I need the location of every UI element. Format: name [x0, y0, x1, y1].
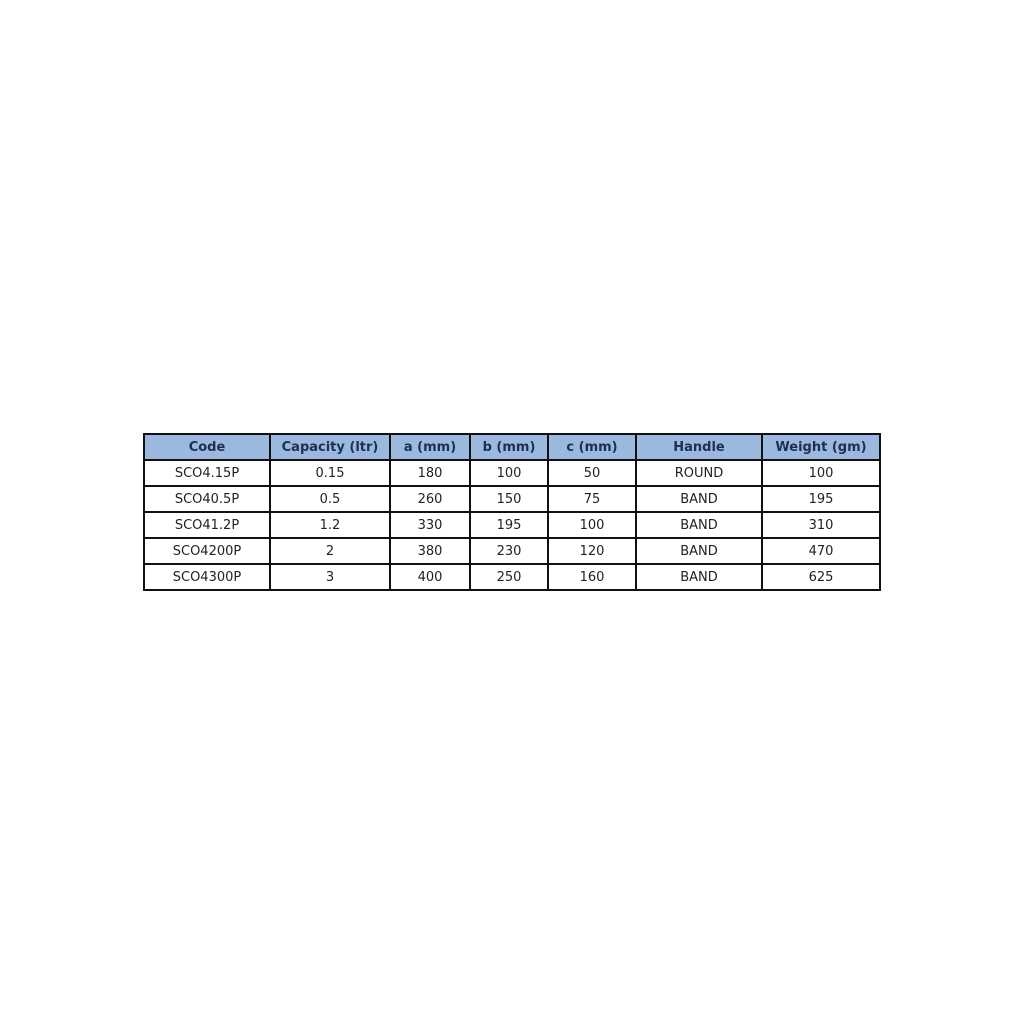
table-cell: 160: [547, 563, 637, 591]
column-header: Code: [143, 433, 271, 461]
table-cell: 1.2: [269, 511, 391, 539]
table-cell: 150: [469, 485, 549, 513]
table-cell: 195: [761, 485, 881, 513]
table-cell: 380: [389, 537, 471, 565]
table-cell: 100: [761, 459, 881, 487]
table-cell: 0.5: [269, 485, 391, 513]
table-cell: SCO40.5P: [143, 485, 271, 513]
table-cell: BAND: [635, 511, 763, 539]
table-cell: 470: [761, 537, 881, 565]
table-cell: 100: [547, 511, 637, 539]
table-cell: BAND: [635, 537, 763, 565]
column-header: c (mm): [547, 433, 637, 461]
table-cell: 330: [389, 511, 471, 539]
column-header: b (mm): [469, 433, 549, 461]
table-cell: 120: [547, 537, 637, 565]
table-cell: BAND: [635, 485, 763, 513]
table-cell: 0.15: [269, 459, 391, 487]
table-cell: 50: [547, 459, 637, 487]
table-cell: 3: [269, 563, 391, 591]
table-row: SCO41.2P 1.2 330 195 100 BAND 310: [143, 511, 881, 539]
table-cell: 195: [469, 511, 549, 539]
table-cell: SCO4200P: [143, 537, 271, 565]
table-cell: 180: [389, 459, 471, 487]
table-row: SCO40.5P 0.5 260 150 75 BAND 195: [143, 485, 881, 513]
table-cell: 625: [761, 563, 881, 591]
table-cell: 400: [389, 563, 471, 591]
table-cell: 230: [469, 537, 549, 565]
table-row: SCO4200P 2 380 230 120 BAND 470: [143, 537, 881, 565]
table-cell: 250: [469, 563, 549, 591]
header-row: Code Capacity (ltr) a (mm) b (mm) c (mm) Hand…: [143, 433, 881, 461]
table-cell: 260: [389, 485, 471, 513]
column-header: Handle: [635, 433, 763, 461]
table-row: SCO4300P 3 400 250 160 BAND 625: [143, 563, 881, 591]
table-cell: 75: [547, 485, 637, 513]
product-spec-table: Code Capacity (ltr) a (mm) b (mm) c (mm) Hand…: [143, 433, 881, 591]
column-header: a (mm): [389, 433, 471, 461]
column-header: Weight (gm): [761, 433, 881, 461]
table-cell: SCO41.2P: [143, 511, 271, 539]
table-cell: 2: [269, 537, 391, 565]
table-cell: SCO4.15P: [143, 459, 271, 487]
table-cell: BAND: [635, 563, 763, 591]
table-row: SCO4.15P 0.15 180 100 50 ROUND 100: [143, 459, 881, 487]
column-header: Capacity (ltr): [269, 433, 391, 461]
table-cell: 100: [469, 459, 549, 487]
table-cell: SCO4300P: [143, 563, 271, 591]
table-cell: 310: [761, 511, 881, 539]
table-cell: ROUND: [635, 459, 763, 487]
